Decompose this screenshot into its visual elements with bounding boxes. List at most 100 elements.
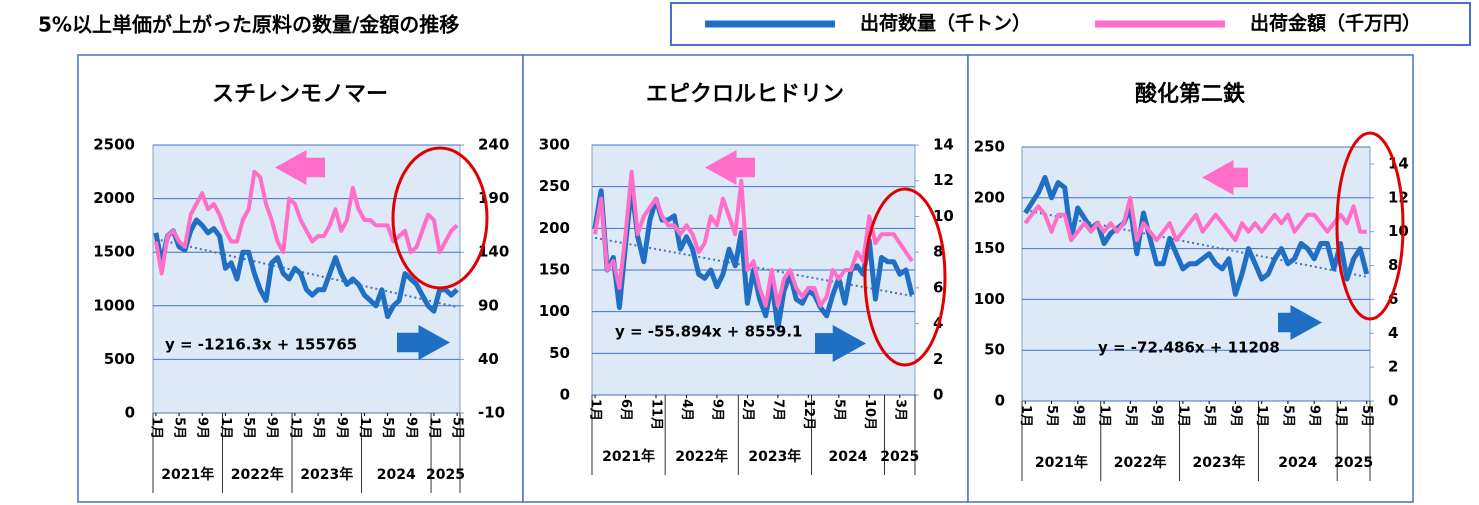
x-tick-label: 1月	[287, 417, 302, 439]
x-tick-label: 11月	[648, 399, 663, 430]
x-tick-label: 5月	[1123, 405, 1138, 427]
highlight-ellipse	[1335, 131, 1405, 321]
highlight-ellipse	[391, 146, 489, 290]
arrow	[397, 325, 450, 360]
chart-title: 酸化第二鉄	[1135, 81, 1245, 107]
x-tick-label: 5月	[241, 417, 256, 439]
x-tick-label: 5月	[380, 417, 395, 439]
y2-tick-label: 12	[1388, 188, 1409, 206]
x-tick-label: 1月	[1254, 405, 1269, 427]
x-tick-label: 9月	[195, 417, 210, 439]
y2-tick-label: 6	[1388, 290, 1398, 308]
series-line	[593, 169, 914, 308]
y2-tick-label: -10	[478, 404, 505, 422]
trend-equation: y = -72.486x + 11208	[1098, 339, 1280, 357]
year-label: 2025	[426, 467, 465, 483]
y2-tick-label: 0	[933, 386, 943, 404]
x-tick-label: 1月	[1333, 405, 1348, 427]
year-label: 2024	[377, 467, 416, 483]
y-tick-label: 100	[539, 302, 570, 320]
y2-tick-label: 8	[1388, 256, 1398, 274]
year-label: 2022年	[231, 466, 284, 483]
series-line	[153, 217, 459, 319]
x-tick-label: 4月	[679, 399, 694, 421]
x-tick-label: 2月	[740, 399, 755, 421]
y-tick-label: 0	[125, 404, 135, 422]
y-tick-label: 150	[539, 261, 570, 279]
x-tick-label: 9月	[1149, 405, 1164, 427]
year-label: 2023年	[748, 448, 801, 465]
page-title: 5%以上単価が上がった原料の数量/金額の推移	[38, 13, 459, 37]
x-tick-label: 1月	[1175, 405, 1190, 427]
year-label: 2021年	[602, 448, 655, 465]
x-tick-label: 3月	[892, 399, 907, 421]
year-label: 2022年	[1114, 454, 1167, 471]
y2-tick-label: 140	[478, 243, 509, 261]
y-tick-label: 0	[560, 386, 570, 404]
x-tick-label: 10月	[862, 399, 877, 430]
x-tick-label: 1月	[1018, 405, 1033, 427]
year-label: 2025	[1334, 455, 1373, 471]
y2-tick-label: 0	[1388, 392, 1398, 410]
y-tick-label: 500	[104, 350, 135, 368]
y2-tick-label: 240	[478, 136, 509, 154]
year-label: 2021年	[161, 466, 214, 483]
x-tick-label: 12月	[801, 399, 816, 430]
x-tick-label: 9月	[709, 399, 724, 421]
y-tick-label: 1000	[93, 296, 135, 314]
x-tick-label: 1月	[218, 417, 233, 439]
y-tick-label: 50	[984, 341, 1005, 359]
y-tick-label: 200	[539, 219, 570, 237]
highlight-ellipse	[863, 187, 947, 367]
x-tick-label: 9月	[1307, 405, 1322, 427]
y2-tick-label: 10	[933, 207, 954, 225]
x-tick-label: 5月	[172, 417, 187, 439]
x-tick-label: 9月	[264, 417, 279, 439]
y2-tick-label: 4	[1388, 324, 1398, 342]
series-line	[1023, 195, 1367, 243]
y2-tick-label: 6	[933, 278, 943, 296]
x-tick-label: 9月	[1228, 405, 1243, 427]
x-tick-label: 1月	[1097, 405, 1112, 427]
arrow	[275, 150, 325, 185]
y2-tick-label: 40	[478, 350, 499, 368]
x-tick-label: 1月	[426, 417, 441, 439]
year-label: 2024	[828, 449, 867, 465]
y-tick-label: 200	[974, 188, 1005, 206]
x-tick-label: 5月	[450, 417, 465, 439]
chart-title: エピクロルヒドリン	[646, 82, 844, 107]
y2-tick-label: 2	[1388, 358, 1398, 376]
y-tick-label: 1500	[93, 243, 135, 261]
trend-equation: y = -55.894x + 8559.1	[615, 323, 802, 341]
arrow	[815, 325, 866, 362]
x-tick-label: 5月	[311, 417, 326, 439]
x-tick-label: 5月	[1044, 405, 1059, 427]
plot-area	[1021, 146, 1371, 402]
year-label: 2024	[1278, 455, 1317, 471]
x-tick-label: 9月	[334, 417, 349, 439]
series-line	[1023, 175, 1370, 297]
y-tick-label: 250	[539, 177, 570, 195]
legend-label: 出荷数量（千トン）	[860, 12, 1031, 35]
arrow	[705, 150, 755, 185]
y-tick-label: 2000	[93, 189, 135, 207]
y-tick-label: 100	[974, 290, 1005, 308]
year-label: 2022年	[675, 448, 728, 465]
x-tick-label: 5月	[831, 399, 846, 421]
x-tick-label: 1月	[588, 399, 603, 421]
y-tick-label: 250	[974, 138, 1005, 156]
y-tick-label: 2500	[93, 136, 135, 154]
legend-label: 出荷金額（千万円）	[1250, 12, 1421, 35]
year-label: 2021年	[1035, 454, 1088, 471]
y2-tick-label: 90	[478, 296, 499, 314]
x-tick-label: 5月	[1359, 405, 1374, 427]
x-tick-label: 6月	[618, 399, 633, 421]
y2-tick-label: 10	[1388, 222, 1409, 240]
x-tick-label: 7月	[770, 399, 785, 421]
trend-equation: y = -1216.3x + 155765	[165, 336, 357, 354]
y-tick-label: 50	[549, 344, 570, 362]
y-tick-label: 300	[539, 136, 570, 154]
x-tick-label: 1月	[357, 417, 372, 439]
x-tick-label: 5月	[1280, 405, 1295, 427]
